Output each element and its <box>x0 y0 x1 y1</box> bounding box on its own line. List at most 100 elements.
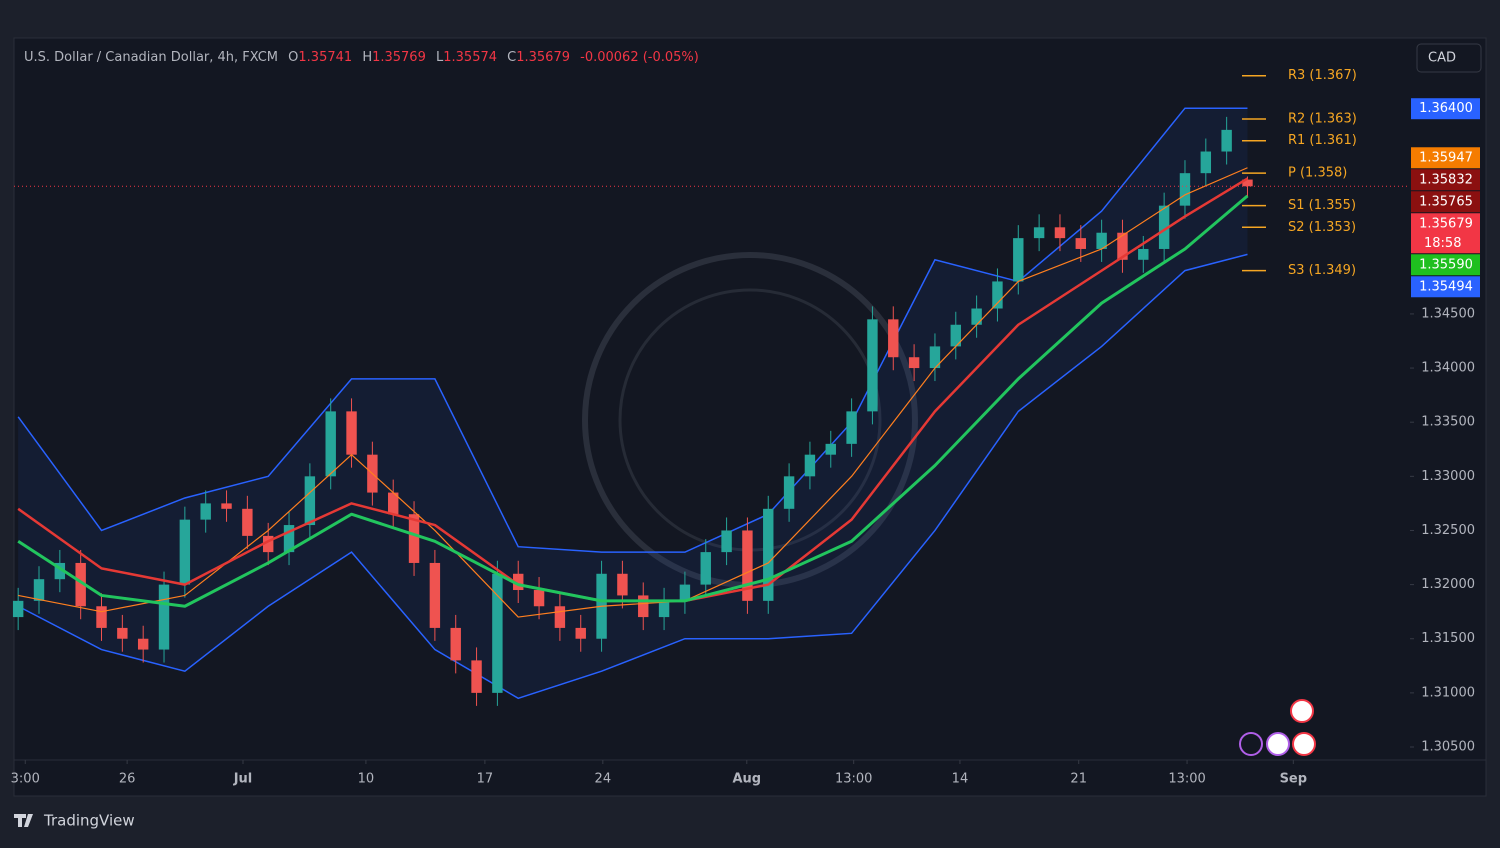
y-tick-label: 1.33000 <box>1421 469 1475 484</box>
x-tick-label: 13:00 <box>835 772 872 787</box>
legend-header: U.S. Dollar / Canadian Dollar, 4h, FXCM … <box>24 50 699 65</box>
candle-body <box>304 476 316 526</box>
candle-body <box>1033 227 1045 239</box>
candle-body <box>742 530 753 601</box>
candle-body <box>388 492 399 515</box>
l-label: L <box>436 50 444 65</box>
x-tick-label: 13:00 <box>1168 772 1205 787</box>
candle-body <box>242 508 253 536</box>
price-badge-label: 1.35679 <box>1419 216 1473 231</box>
candle-body <box>450 627 461 661</box>
y-tick-label: 1.32000 <box>1421 577 1475 592</box>
y-tick-label: 1.32500 <box>1421 523 1475 538</box>
price-badge <box>1411 169 1480 191</box>
candle-body <box>554 606 566 628</box>
pivot-label: S2 (1.353) <box>1288 220 1356 235</box>
x-tick-label: Sep <box>1280 772 1308 787</box>
moving-average <box>17 194 1249 608</box>
price-badge-label: 1.35765 <box>1419 194 1473 209</box>
candle-body <box>1075 238 1087 249</box>
x-tick-label: 14 <box>952 772 969 787</box>
candle-body <box>575 627 586 639</box>
candle-body <box>1221 129 1232 152</box>
candle-body <box>679 584 691 601</box>
candle-body <box>846 411 857 444</box>
event-icon[interactable] <box>1290 699 1314 723</box>
x-tick-label: 21 <box>1070 772 1087 787</box>
countdown: 18:58 <box>1424 236 1461 251</box>
y-tick-label: 1.31500 <box>1421 631 1475 646</box>
plot: 1.30500 1.31000 1.31500 1.32000 1.32500 1.330… <box>11 68 1486 787</box>
h-label: H <box>362 50 372 65</box>
pivot-label: S1 (1.355) <box>1288 198 1356 213</box>
pivot-label: R1 (1.361) <box>1288 133 1357 148</box>
x-tick-label: 24 <box>595 772 612 787</box>
chart-panel <box>13 37 1487 797</box>
candle-body <box>117 627 128 639</box>
candle-body <box>763 508 774 601</box>
price-badge <box>1411 276 1480 298</box>
candle-body <box>658 600 670 618</box>
header: U.S. Dollar / Canadian Dollar, 4h, FXCM … <box>24 50 699 65</box>
x-tick-label: 3:00 <box>11 772 40 787</box>
candle-body <box>513 573 524 591</box>
symbol: U.S. Dollar / Canadian Dollar, 4h, FXCM <box>24 50 278 65</box>
candle-body <box>1054 227 1066 239</box>
x-tick-label: 10 <box>358 772 375 787</box>
x-tick-label: 17 <box>477 772 494 787</box>
candle-body <box>346 411 357 455</box>
price-badge-label: 1.36400 <box>1419 101 1473 116</box>
candle-body <box>1158 205 1170 249</box>
pivot-label: S3 (1.349) <box>1288 263 1356 278</box>
y-tick-label: 1.34500 <box>1421 306 1475 321</box>
candle-body <box>1200 151 1212 174</box>
candle-body <box>700 552 711 585</box>
x-tick-label: Aug <box>732 772 761 787</box>
candle-body <box>929 346 941 369</box>
price-badge <box>1411 98 1480 120</box>
candle-body <box>429 562 441 628</box>
pivot-label: R2 (1.363) <box>1288 112 1357 127</box>
c-label: C <box>507 50 516 65</box>
price-badge-label: 1.35494 <box>1419 279 1473 294</box>
candle-body <box>867 319 878 412</box>
price-badge <box>1411 191 1480 213</box>
candle-body <box>533 590 545 607</box>
price-badge-label: 1.35947 <box>1419 150 1473 165</box>
candle-body <box>1013 238 1024 282</box>
candle-body <box>1242 179 1253 187</box>
close-value: 1.35679 <box>516 50 570 65</box>
candle-body <box>1179 173 1191 206</box>
event-icon[interactable] <box>1266 732 1290 756</box>
channel-fill <box>18 108 1248 699</box>
candle-body <box>408 514 420 563</box>
y-tick-label: 1.34000 <box>1421 361 1475 376</box>
event-icon[interactable] <box>1292 732 1316 756</box>
candle-body <box>137 638 149 650</box>
candle-body <box>1096 232 1107 249</box>
candle-body <box>33 579 45 601</box>
candle-body <box>825 443 836 455</box>
candle-body <box>638 595 649 618</box>
candle-body <box>1117 232 1128 260</box>
event-icon[interactable] <box>1239 732 1263 756</box>
y-tick-label: 1.31000 <box>1421 685 1475 700</box>
price-badge-label: 1.35590 <box>1419 257 1473 272</box>
o-label: O <box>288 50 298 65</box>
brand-name: TradingView <box>43 812 135 830</box>
pivot-label: R3 (1.367) <box>1288 68 1357 83</box>
candle-body <box>992 281 1003 309</box>
candle-body <box>325 411 336 477</box>
candle-body <box>617 573 628 596</box>
candle-body <box>471 660 482 693</box>
currency-button[interactable] <box>1416 43 1482 73</box>
channel-lower <box>17 253 1248 700</box>
candle-body <box>283 525 295 553</box>
candle-body <box>783 476 795 509</box>
currency[interactable]: CAD <box>1428 51 1456 66</box>
candle-body <box>75 562 86 607</box>
brand: TradingView <box>14 812 135 830</box>
candle-body <box>1138 248 1149 260</box>
candle-body <box>971 308 982 325</box>
event-icons <box>1239 699 1316 756</box>
